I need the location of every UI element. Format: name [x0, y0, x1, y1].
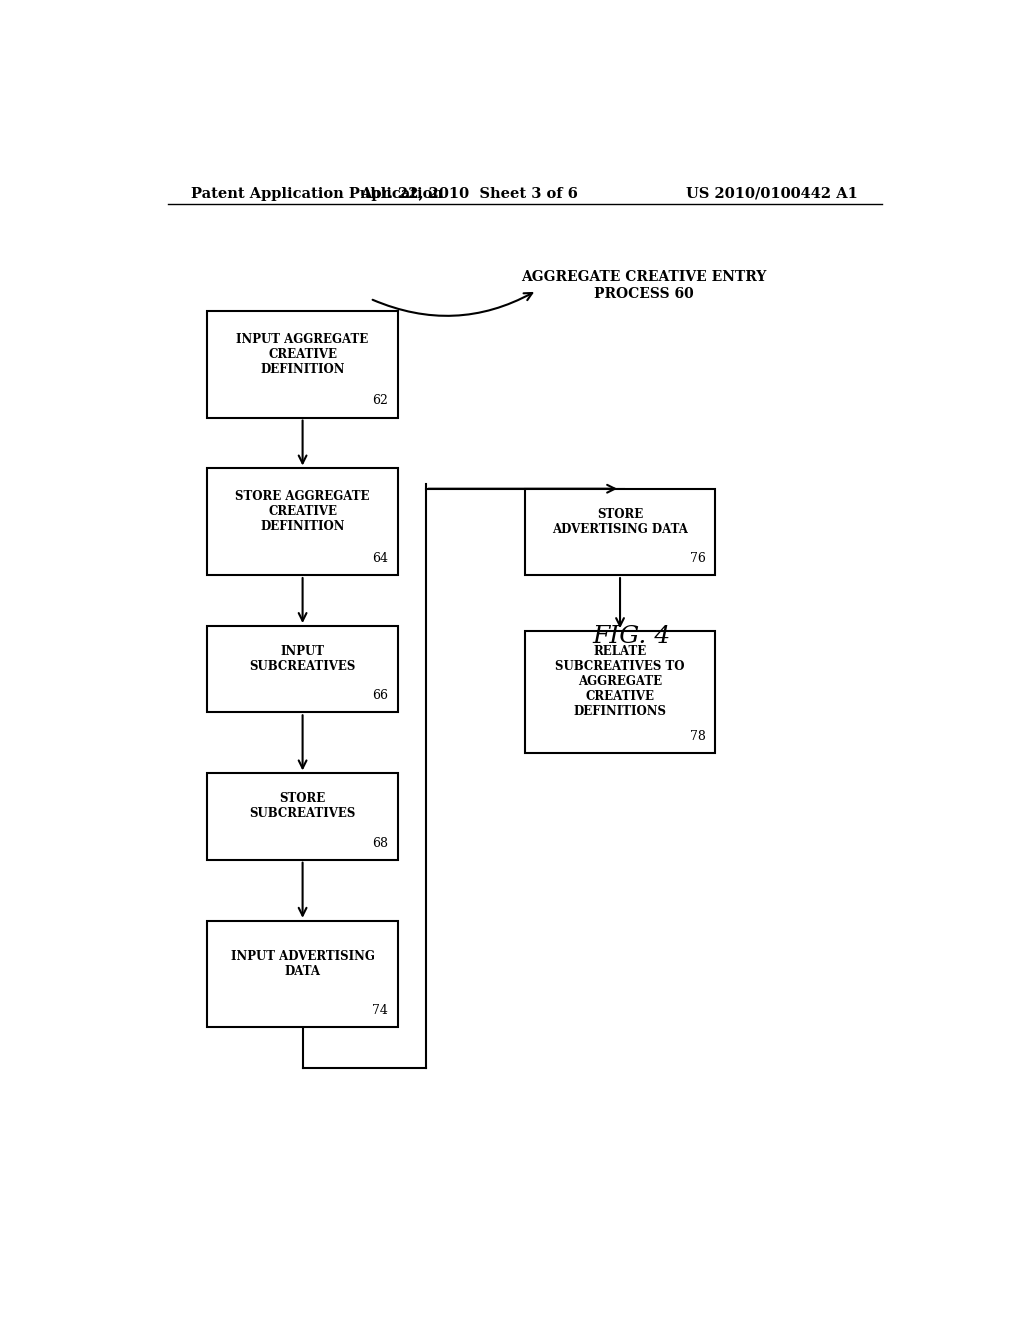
Text: 68: 68 — [373, 837, 388, 850]
FancyArrowPatch shape — [373, 293, 532, 315]
Text: FIG. 4: FIG. 4 — [593, 624, 671, 648]
Text: INPUT
SUBCREATIVES: INPUT SUBCREATIVES — [250, 645, 355, 673]
Bar — [524, 631, 715, 752]
Bar — [207, 921, 397, 1027]
Text: INPUT AGGREGATE
CREATIVE
DEFINITION: INPUT AGGREGATE CREATIVE DEFINITION — [237, 333, 369, 376]
Text: STORE AGGREGATE
CREATIVE
DEFINITION: STORE AGGREGATE CREATIVE DEFINITION — [236, 490, 370, 533]
Text: RELATE
SUBCREATIVES TO
AGGREGATE
CREATIVE
DEFINITIONS: RELATE SUBCREATIVES TO AGGREGATE CREATIV… — [555, 645, 685, 718]
Text: STORE
SUBCREATIVES: STORE SUBCREATIVES — [250, 792, 355, 820]
Text: 78: 78 — [690, 730, 706, 743]
Bar — [207, 774, 397, 859]
Text: AGGREGATE CREATIVE ENTRY
PROCESS 60: AGGREGATE CREATIVE ENTRY PROCESS 60 — [521, 271, 767, 301]
Text: US 2010/0100442 A1: US 2010/0100442 A1 — [686, 187, 858, 201]
Text: Apr. 22, 2010  Sheet 3 of 6: Apr. 22, 2010 Sheet 3 of 6 — [360, 187, 579, 201]
Bar — [207, 312, 397, 417]
Text: STORE
ADVERTISING DATA: STORE ADVERTISING DATA — [552, 508, 688, 536]
Text: 66: 66 — [373, 689, 388, 702]
Text: 62: 62 — [373, 395, 388, 408]
Text: INPUT ADVERTISING
DATA: INPUT ADVERTISING DATA — [230, 950, 375, 978]
Bar — [524, 488, 715, 576]
Bar — [207, 469, 397, 576]
Bar — [207, 626, 397, 713]
Text: 76: 76 — [690, 552, 706, 565]
Text: 74: 74 — [373, 1005, 388, 1018]
Text: 64: 64 — [373, 552, 388, 565]
Text: Patent Application Publication: Patent Application Publication — [191, 187, 443, 201]
